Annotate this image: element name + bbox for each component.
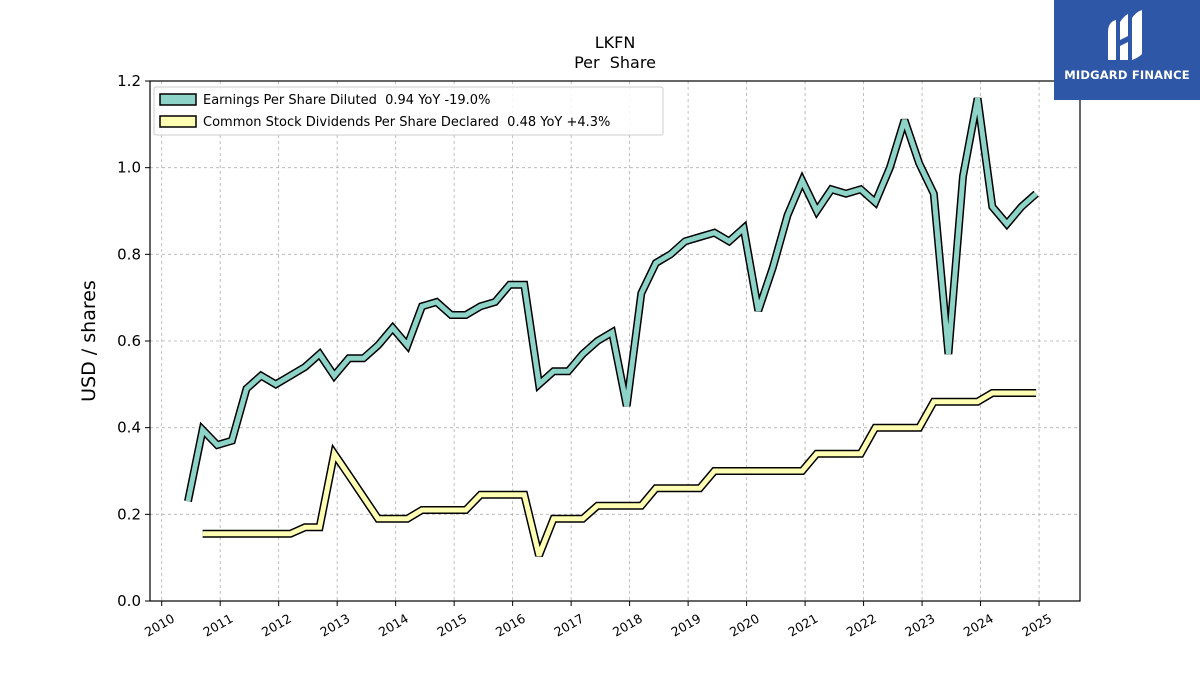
chart-title: Per Share xyxy=(574,53,656,72)
x-tick-label: 2023 xyxy=(902,611,937,640)
x-tick-label: 2019 xyxy=(668,611,703,640)
legend: Earnings Per Share Diluted 0.94 YoY -19.… xyxy=(153,86,664,136)
y-tick-label: 1.2 xyxy=(117,72,141,90)
legend-label-dividends: Common Stock Dividends Per Share Declare… xyxy=(203,115,610,130)
y-tick-label: 0.8 xyxy=(117,245,141,263)
brand-name: MIDGARD FINANCE xyxy=(1064,68,1190,82)
legend-swatch-dividends xyxy=(159,115,197,128)
y-tick-label: 0.6 xyxy=(117,332,141,350)
y-axis-label: USD / shares xyxy=(78,280,100,402)
x-tick-label: 2011 xyxy=(200,611,235,640)
x-tick-label: 2015 xyxy=(434,611,469,640)
y-tick-label: 0.0 xyxy=(117,592,141,610)
midgard-logo-icon xyxy=(1108,10,1142,60)
x-tick-label: 2013 xyxy=(317,611,352,640)
x-tick-label: 2020 xyxy=(727,611,762,640)
x-tick-label: 2025 xyxy=(1019,611,1054,640)
x-tick-label: 2010 xyxy=(142,611,177,640)
x-tick-label: 2014 xyxy=(376,611,411,640)
x-tick-label: 2022 xyxy=(844,611,879,640)
x-ticks: 2010 2011 2012 2013 2014 2015 2016 2017 2018 2019… xyxy=(142,601,1054,640)
brand-logo: MIDGARD FINANCE xyxy=(1054,0,1200,100)
x-tick-label: 2017 xyxy=(551,611,586,640)
series-line-eps xyxy=(185,97,1038,502)
y-tick-label: 0.2 xyxy=(117,505,141,523)
series-line-outline-eps xyxy=(184,97,1039,503)
legend-swatch-eps xyxy=(159,93,197,106)
legend-box xyxy=(153,86,664,136)
legend-label-eps: Earnings Per Share Diluted 0.94 YoY -19.… xyxy=(203,93,490,108)
y-tick-label: 0.4 xyxy=(117,419,141,437)
y-tick-label: 1.0 xyxy=(117,159,141,177)
series-line-dividends xyxy=(202,390,1037,557)
x-tick-label: 2024 xyxy=(961,611,996,640)
x-tick-label: 2021 xyxy=(785,611,820,640)
x-tick-label: 2012 xyxy=(259,611,294,640)
y-ticks: 0.0 0.2 0.4 0.6 0.8 1.0 1.2 xyxy=(117,72,150,610)
series-layer xyxy=(184,97,1039,557)
x-tick-label: 2018 xyxy=(610,611,645,640)
chart-ticker: LKFN xyxy=(595,33,636,52)
x-tick-label: 2016 xyxy=(493,611,528,640)
